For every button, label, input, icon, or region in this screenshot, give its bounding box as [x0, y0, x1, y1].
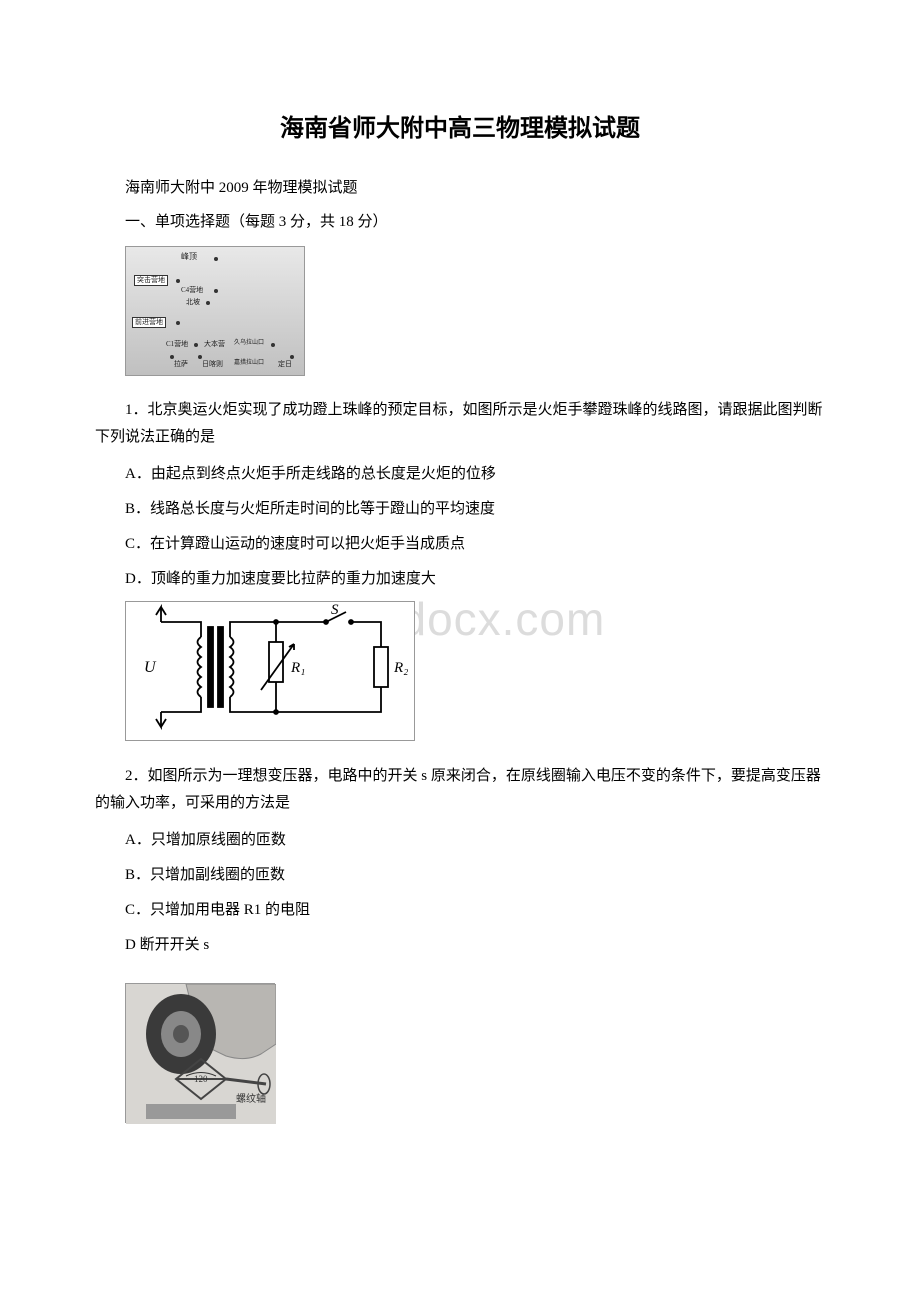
q1-option-c: C．在计算蹬山运动的速度时可以把火炬手当成质点 [95, 531, 825, 558]
label-pass1: 久乌拉山口 [234, 339, 264, 349]
car-jack-diagram: 120 螺纹轴 [125, 983, 275, 1123]
figure-transformer: U R₁ R₂ S [125, 601, 825, 751]
label-screw-shaft: 螺纹轴 [236, 1092, 266, 1105]
label-lhasa: 拉萨 [174, 359, 188, 370]
arrow-down-icon [156, 712, 166, 727]
label-dingri: 定日 [278, 359, 292, 370]
label-angle: 120 [194, 1074, 208, 1084]
dot-c1 [194, 343, 198, 347]
dot-north [206, 301, 210, 305]
q1-option-b: B．线路总长度与火炬所走时间的比等于蹬山的平均速度 [95, 496, 825, 523]
section-1-heading: 一、单项选择题（每题 3 分，共 18 分） [95, 210, 825, 234]
transformer-circuit-diagram: U R₁ R₂ S [125, 601, 415, 741]
q1-option-d: D．顶峰的重力加速度要比拉萨的重力加速度大 [95, 566, 825, 593]
arrow-up-icon [156, 607, 166, 622]
label-advance-camp: 前进营地 [132, 317, 166, 327]
q2-option-b: B．只增加副线圈的匝数 [95, 862, 825, 889]
label-r2: R₂ [393, 660, 408, 676]
label-c4: C4营地 [181, 285, 203, 296]
q2-option-a: A．只增加原线圈的匝数 [95, 827, 825, 854]
label-s: S [331, 602, 339, 618]
q2-option-d: D 断开开关 s [95, 932, 825, 959]
mountain-route-diagram: 峰顶 突击营地 C4营地 北坡 前进营地 C1营地 大本营 久乌拉山口 拉萨 日… [125, 246, 305, 376]
q2-option-c: C．只增加用电器 R1 的电阻 [95, 897, 825, 924]
label-c1: C1营地 [166, 339, 188, 350]
q1-option-a: A．由起点到终点火炬手所走线路的总长度是火炬的位移 [95, 461, 825, 488]
dot-c4 [214, 289, 218, 293]
page-title: 海南省师大附中高三物理模拟试题 [95, 110, 825, 148]
dot-summit [176, 279, 180, 283]
dot-dingri [290, 355, 294, 359]
q2-stem: 2．如图所示为一理想变压器，电路中的开关 s 原来闭合，在原线圈输入电压不变的条… [95, 763, 825, 817]
transformer-svg: U R₁ R₂ S [126, 602, 416, 742]
label-north: 北坡 [186, 297, 200, 308]
figure-car-jack: 120 螺纹轴 [125, 983, 825, 1133]
label-rikaze: 日喀则 [202, 359, 223, 370]
figure-mountain-route: 峰顶 突击营地 C4营地 北坡 前进营地 C1营地 大本营 久乌拉山口 拉萨 日… [125, 246, 825, 385]
label-base: 大本营 [204, 339, 225, 350]
car-jack-svg: 120 螺纹轴 [126, 984, 276, 1124]
exam-subtitle: 海南师大附中 2009 年物理模拟试题 [95, 176, 825, 200]
dot-pass1 [271, 343, 275, 347]
label-peak: 峰顶 [181, 251, 197, 264]
label-u: U [144, 659, 157, 676]
dot-advance [176, 321, 180, 325]
label-summit-camp: 突击营地 [134, 275, 168, 285]
label-pass2: 嘉措拉山口 [234, 359, 264, 369]
label-r1: R₁ [290, 660, 305, 676]
dot-peak [214, 257, 218, 261]
q1-stem: 1．北京奥运火炬实现了成功蹬上珠峰的预定目标，如图所示是火炬手攀蹬珠峰的线路图，… [95, 397, 825, 451]
